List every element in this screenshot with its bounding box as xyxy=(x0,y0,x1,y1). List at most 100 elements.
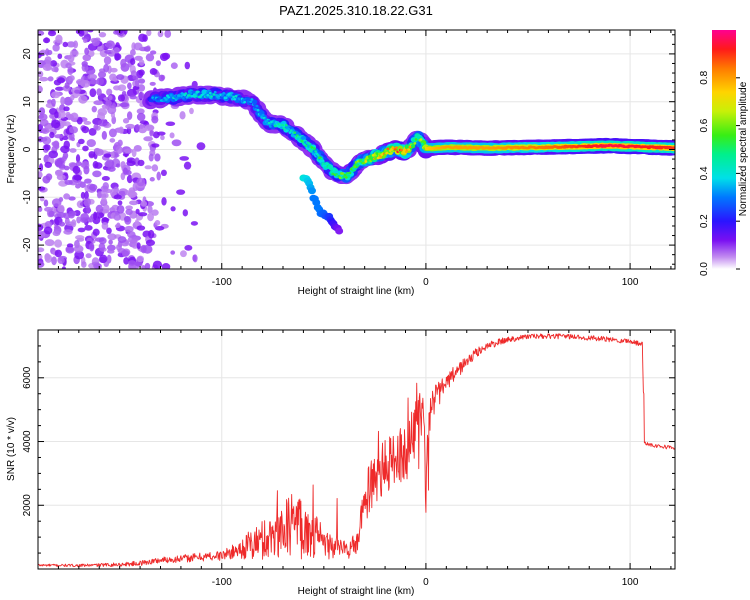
spectrogram-noise-speck xyxy=(47,30,57,37)
spectrogram-noise-speck xyxy=(106,249,115,254)
spectrogram-noise-speck xyxy=(85,253,92,259)
spectrogram-ridge-cell xyxy=(375,152,379,155)
spectrogram-ridge-cell xyxy=(210,95,213,98)
spectrogram-noise-speck xyxy=(106,244,116,251)
spectrogram-noise-speck xyxy=(102,188,113,194)
spectrogram-noise-speck xyxy=(122,118,130,124)
spectrogram-ridge-cell xyxy=(419,138,423,141)
spectrogram-noise-speck xyxy=(67,210,76,219)
colorbar-tick-label: 0.6 xyxy=(699,118,710,132)
spectrogram-noise-speck xyxy=(115,163,121,168)
spectrogram-noise-speck xyxy=(108,239,113,245)
spectrogram-noise-speck xyxy=(58,221,66,227)
snr-plot-area xyxy=(38,330,675,569)
spectrogram-ridge-cell xyxy=(152,98,156,101)
spectrogram-noise-speck xyxy=(72,165,81,175)
snr-y-tick-label: 6000 xyxy=(22,366,33,389)
spectrogram-noise-speck xyxy=(143,136,153,142)
spectrogram-noise-speck xyxy=(164,30,172,38)
spectrogram-noise-speck xyxy=(165,121,176,127)
spectrogram-noise-speck xyxy=(184,61,191,70)
spectrogram-ridge-cell xyxy=(371,154,375,157)
spectrogram-ridge-cell xyxy=(283,128,287,131)
spectrogram-noise-speck xyxy=(151,164,159,172)
spectrogram-noise-speck xyxy=(94,148,104,156)
chart-title: PAZ1.2025.310.18.22.G31 xyxy=(279,3,433,18)
spectrogram-noise-speck xyxy=(42,175,51,184)
snr-y-tick-label: 2000 xyxy=(22,494,33,517)
spectrogram-noise-speck xyxy=(44,220,53,228)
spectrogram-noise-speck xyxy=(84,191,89,200)
spectrogram-noise-speck xyxy=(151,115,159,124)
spectrogram-noise-speck xyxy=(80,217,89,223)
spectrogram-ridge-cell xyxy=(414,138,418,141)
spectrogram-ridge-cell xyxy=(254,108,258,111)
spectrogram-ridge-cell xyxy=(344,176,348,179)
spectrogram-noise-speck xyxy=(140,200,148,207)
spectrogram-ridge-cell xyxy=(407,148,411,151)
spectrogram-noise-speck xyxy=(62,121,71,127)
spectrogram-noise-speck xyxy=(51,198,62,207)
spectrogram-noise-speck xyxy=(152,260,163,269)
spectrogram-noise-speck xyxy=(144,262,151,269)
spectrogram-noise-speck xyxy=(192,254,198,263)
spectrogram-noise-speck xyxy=(136,255,145,263)
spectrogram-noise-speck xyxy=(161,197,167,206)
spectrogram-ridge-cell xyxy=(324,166,327,169)
spectrogram-ridge-cell xyxy=(338,176,342,180)
spectrogram-ridge-cell xyxy=(256,108,260,112)
colorbar-tick-label: 0.0 xyxy=(699,262,710,276)
spectrogram-noise-speck xyxy=(81,61,88,67)
spectrogram-ridge-cell xyxy=(364,160,368,163)
spectrogram-noise-speck xyxy=(109,151,115,159)
spectrogram-ridge-cell xyxy=(327,165,331,168)
spectrogram-ridge-cell xyxy=(246,100,250,103)
spectrogram-noise-speck xyxy=(123,148,134,154)
spectrogram-noise-speck xyxy=(98,242,106,252)
spectrogram-noise-speck xyxy=(103,56,112,65)
spectrogram-ridge-cell xyxy=(354,161,358,164)
spectrogram-ridge-cell xyxy=(268,125,272,128)
colorbar-ticks: 0.0 0.2 0.4 0.6 0.8 xyxy=(699,70,740,276)
spectrogram-noise-speck xyxy=(136,242,141,250)
spectrogram-ridge-cell xyxy=(255,104,259,108)
spectrogram-ridge-cell xyxy=(347,174,351,178)
spectrogram-noise-speck xyxy=(64,180,73,185)
spectrogram-noise-speck xyxy=(154,153,161,162)
spectrogram-ridge-cell xyxy=(265,119,269,123)
spectrogram-noise-speck xyxy=(148,229,155,239)
spectrogram-noise-speck xyxy=(38,230,46,239)
spectrogram-noise-speck xyxy=(55,86,65,91)
spectrogram-noise-speck xyxy=(117,236,127,244)
spectrogram-ridge-cell xyxy=(222,91,226,95)
spectrogram-noise-speck xyxy=(159,52,169,62)
spectrogram-noise-speck xyxy=(93,100,104,106)
spectrogram-noise-speck xyxy=(96,88,102,96)
spectrogram-ridge-cell xyxy=(304,144,308,147)
spectrogram-noise-speck xyxy=(44,56,52,64)
spectrogram-noise-speck xyxy=(93,124,99,130)
spectrogram-noise-speck xyxy=(61,155,67,162)
spectrogram-noise-speck xyxy=(117,84,127,92)
spectrogram-noise-speck xyxy=(73,245,84,253)
spectrogram-ridge-cell xyxy=(196,90,200,94)
spectrogram-noise-speck xyxy=(38,171,43,179)
spectrogram-ridge-cell xyxy=(413,142,417,145)
spectrogram-noise-speck xyxy=(70,94,75,101)
spectrogram-noise-speck xyxy=(77,227,86,233)
spectrogram-noise-speck xyxy=(63,96,73,106)
snr-grid xyxy=(38,330,675,569)
spectrogram-ridge-cell xyxy=(366,159,370,162)
spectrogram-noise-speck xyxy=(113,47,120,54)
spectrogram-noise-speck xyxy=(113,30,120,35)
spectrogram-noise-speck xyxy=(50,60,58,67)
spectrogram-noise-speck xyxy=(137,124,148,134)
spectrogram-ridge-cell xyxy=(252,102,256,106)
spectrogram-noise-speck xyxy=(144,165,152,170)
spectrogram-noise-speck xyxy=(38,70,44,78)
spectrogram-noise-speck xyxy=(176,189,186,195)
spectrogram-noise-speck xyxy=(124,225,134,233)
spectrogram-noise-speck xyxy=(114,224,121,229)
spectrogram-ridge-cell xyxy=(399,148,403,152)
